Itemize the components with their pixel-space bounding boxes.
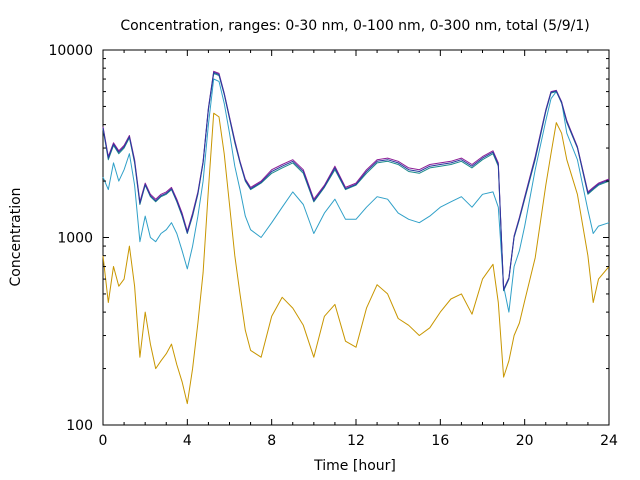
x-tick-label: 8 [267,433,276,449]
series-line-2 [102,78,610,313]
y-tick-label: 1000 [57,231,93,247]
tick-layer: 0 4 8 12 16 20 24 100 1000 10000 [48,43,618,449]
series-line-1 [102,112,610,405]
series-line-5 [102,71,610,291]
x-tick-label: 16 [431,433,449,449]
y-tick-label: 10000 [48,43,93,59]
x-axis-label: Time [hour] [313,458,396,474]
chart-title: Concentration, ranges: 0-30 nm, 0-100 nm… [120,18,589,34]
y-axis-label: Concentration [8,187,24,286]
series-layer [102,70,610,405]
x-tick-label: 24 [600,433,618,449]
x-tick-label: 4 [183,433,192,449]
x-tick-label: 12 [347,433,365,449]
x-tick-label: 20 [516,433,534,449]
y-tick-label: 100 [66,418,93,434]
plot-frame [102,49,610,426]
x-tick-label: 0 [99,433,108,449]
